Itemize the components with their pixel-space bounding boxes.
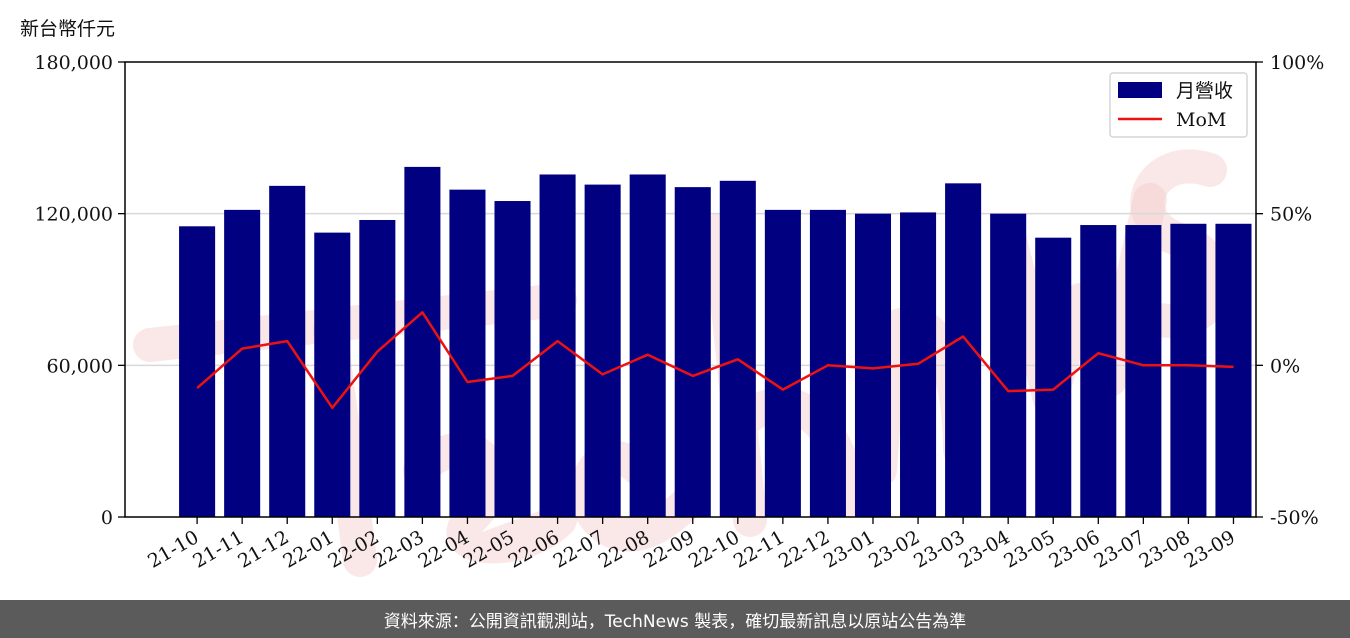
y-tick-label: 0 [101,507,113,529]
source-footer: 資料來源：公開資訊觀測站，TechNews 製表，確切最新訊息以原站公告為準 [0,600,1350,638]
x-tick-label: 21-10 [144,526,202,572]
revenue-chart: 060,000120,000180,000-50%0%50%100%21-102… [34,52,1324,573]
x-tick-label: 22-01 [279,526,337,572]
y-tick-label: 60,000 [47,355,113,377]
x-tick-label: 23-05 [1000,526,1058,572]
revenue-bar [494,201,531,517]
legend-label-revenue: 月營收 [1176,80,1233,102]
x-tick-label: 22-06 [505,526,563,572]
revenue-bar [674,187,711,517]
revenue-bar [1125,225,1162,517]
revenue-bar [584,184,621,517]
x-tick-label: 22-03 [369,526,427,572]
x-tick-label: 22-08 [595,526,653,572]
x-tick-label: 22-04 [415,526,473,572]
legend-label-mom: MoM [1176,109,1226,131]
x-tick-label: 23-01 [820,526,878,572]
x-tick-label: 23-02 [865,526,923,572]
x-tick-label: 22-07 [550,526,608,572]
revenue-bar [1170,223,1207,517]
revenue-bar [809,209,846,517]
legend-swatch-bar [1118,82,1162,98]
y-tick-label: 180,000 [34,52,113,74]
x-tick-label: 23-08 [1135,526,1193,572]
x-tick-label: 23-07 [1090,526,1148,572]
x-tick-label: 23-04 [955,526,1013,572]
x-tick-label: 22-09 [640,526,698,572]
x-tick-label: 23-06 [1045,526,1103,572]
revenue-bar [449,189,486,517]
revenue-bar [269,185,306,517]
x-tick-label: 22-05 [460,526,518,572]
x-tick-label: 23-09 [1181,526,1239,572]
x-tick-label: 23-03 [910,526,968,572]
revenue-bar [1080,225,1117,517]
unit-label: 新台幣仟元 [20,18,116,40]
y2-tick-label: 0% [1270,355,1300,377]
x-tick-label: 22-10 [685,526,743,572]
y-tick-label: 120,000 [34,204,113,226]
revenue-bar [404,166,441,517]
y2-tick-label: 50% [1270,204,1312,226]
revenue-bar [764,209,801,517]
x-tick-label: 22-11 [730,526,788,572]
revenue-bar [314,232,351,517]
revenue-bar [629,174,666,517]
revenue-bar [719,180,756,518]
mom-line [196,311,1234,410]
revenue-bar [990,213,1027,517]
x-tick-label: 21-11 [189,526,247,572]
revenue-bar [854,213,892,517]
y2-tick-label: 100% [1270,52,1324,74]
x-tick-label: 22-12 [775,526,833,572]
x-tick-label: 21-12 [234,526,292,572]
revenue-bar [539,174,576,517]
revenue-bar [1035,237,1072,518]
y2-tick-label: -50% [1270,507,1319,529]
revenue-bar [179,226,216,518]
revenue-bar [1215,223,1252,517]
x-tick-label: 22-02 [324,526,382,572]
plot-frame [124,61,1257,518]
revenue-bar [224,209,261,517]
